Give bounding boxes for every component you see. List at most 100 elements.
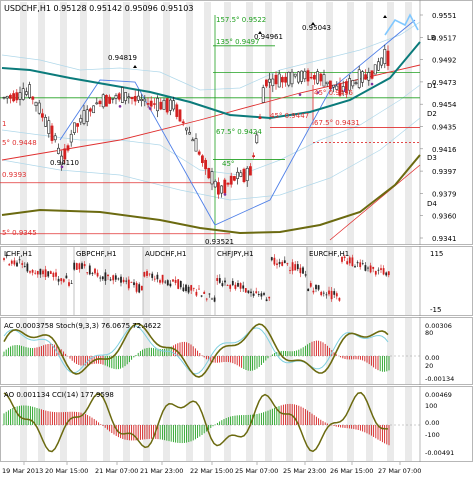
candle-body[interactable] bbox=[367, 72, 371, 81]
candle-body[interactable] bbox=[117, 93, 121, 100]
candle-body[interactable] bbox=[364, 74, 368, 80]
candle-body[interactable] bbox=[274, 74, 278, 85]
candle-body[interactable] bbox=[322, 74, 326, 87]
candle-body[interactable] bbox=[95, 102, 99, 105]
candle-body[interactable] bbox=[162, 99, 166, 110]
candle-body[interactable] bbox=[312, 75, 316, 80]
ao-cci-panel[interactable]: 0.00469 100 0.00 -100 -0.00491 bbox=[2, 391, 454, 457]
candle-body[interactable] bbox=[287, 71, 291, 86]
candle-body[interactable] bbox=[185, 127, 188, 131]
candle-body[interactable] bbox=[204, 159, 208, 170]
candle-body[interactable] bbox=[165, 98, 169, 113]
candle-body[interactable] bbox=[12, 93, 16, 102]
candle-body[interactable] bbox=[210, 171, 214, 185]
candle-body[interactable] bbox=[217, 182, 220, 195]
candle-body[interactable] bbox=[226, 182, 230, 185]
candle-body[interactable] bbox=[264, 79, 268, 87]
candle-body[interactable] bbox=[28, 84, 32, 98]
candle-body[interactable] bbox=[79, 118, 83, 123]
candle-body[interactable] bbox=[255, 134, 259, 144]
candle-body[interactable] bbox=[220, 185, 224, 194]
candle-body[interactable] bbox=[229, 175, 233, 185]
candle-body[interactable] bbox=[121, 87, 124, 103]
candle-body[interactable] bbox=[111, 98, 115, 100]
candle-body[interactable] bbox=[143, 98, 147, 102]
candle-body[interactable] bbox=[271, 78, 275, 87]
candle-body[interactable] bbox=[328, 80, 332, 90]
candle-body[interactable] bbox=[175, 104, 179, 117]
candle-body[interactable] bbox=[37, 102, 41, 114]
candle-body[interactable] bbox=[284, 76, 288, 83]
candle-body[interactable] bbox=[319, 73, 323, 82]
candle-body[interactable] bbox=[197, 151, 201, 155]
candle-body[interactable] bbox=[53, 135, 57, 141]
candle-body[interactable] bbox=[56, 147, 60, 154]
candle-body[interactable] bbox=[277, 73, 281, 88]
candle-body[interactable] bbox=[82, 110, 86, 124]
candle-body[interactable] bbox=[127, 96, 131, 99]
candle-body[interactable] bbox=[137, 95, 140, 101]
candle-body[interactable] bbox=[149, 100, 153, 107]
candle-body[interactable] bbox=[169, 99, 172, 111]
candle-body[interactable] bbox=[63, 148, 67, 160]
candle-body[interactable] bbox=[360, 71, 364, 83]
candle-body[interactable] bbox=[69, 133, 73, 143]
candle-body[interactable] bbox=[242, 168, 246, 182]
candle-body[interactable] bbox=[303, 70, 307, 80]
candle-body[interactable] bbox=[66, 145, 70, 151]
candle-body[interactable] bbox=[354, 82, 358, 84]
candle-body[interactable] bbox=[332, 84, 336, 88]
candle-body[interactable] bbox=[178, 109, 182, 122]
cross-pairs-panel[interactable]: ICHF,H1 GBPCHF,H1 AUDCHF,H1 CHFJPY,H1 EURCHF… bbox=[3, 247, 443, 315]
candle-body[interactable] bbox=[383, 49, 387, 65]
candle-body[interactable] bbox=[24, 91, 28, 95]
candle-body[interactable] bbox=[249, 166, 252, 176]
candle-body[interactable] bbox=[306, 70, 310, 82]
candle-body[interactable] bbox=[92, 105, 96, 114]
candle-body[interactable] bbox=[50, 125, 54, 141]
candle-body[interactable] bbox=[223, 179, 227, 194]
candle-body[interactable] bbox=[146, 103, 150, 105]
candle-body[interactable] bbox=[98, 100, 102, 105]
candle-body[interactable] bbox=[194, 138, 198, 152]
candle-body[interactable] bbox=[252, 155, 256, 157]
candle-body[interactable] bbox=[325, 81, 329, 85]
candle-body[interactable] bbox=[207, 168, 211, 179]
candle-body[interactable] bbox=[191, 139, 195, 142]
candle-body[interactable] bbox=[85, 109, 89, 122]
candle-body[interactable] bbox=[380, 57, 384, 66]
candle-body[interactable] bbox=[60, 155, 64, 165]
candle-body[interactable] bbox=[124, 92, 128, 101]
candle-body[interactable] bbox=[130, 97, 134, 100]
candle-body[interactable] bbox=[44, 117, 48, 127]
candle-body[interactable] bbox=[300, 70, 304, 82]
candle-body[interactable] bbox=[373, 64, 377, 75]
candle-body[interactable] bbox=[261, 87, 265, 103]
candle-body[interactable] bbox=[40, 113, 44, 118]
candle-body[interactable] bbox=[296, 71, 300, 83]
candle-body[interactable] bbox=[376, 61, 380, 71]
candle-body[interactable] bbox=[344, 81, 348, 94]
candle-body[interactable] bbox=[239, 172, 243, 177]
candle-body[interactable] bbox=[233, 176, 236, 181]
candle-body[interactable] bbox=[5, 95, 9, 99]
candle-body[interactable] bbox=[159, 101, 163, 110]
candle-body[interactable] bbox=[268, 78, 272, 83]
candle-body[interactable] bbox=[133, 96, 137, 102]
candle-body[interactable] bbox=[76, 123, 80, 127]
candle-body[interactable] bbox=[338, 83, 342, 96]
candle-body[interactable] bbox=[258, 116, 262, 119]
candle-body[interactable] bbox=[316, 71, 320, 84]
candle-body[interactable] bbox=[153, 103, 156, 105]
main-price-chart[interactable]: 0.94819 0.94961 0.95043 0.94110 0.93521 157.5… bbox=[0, 12, 457, 246]
candle-body[interactable] bbox=[172, 100, 176, 110]
candle-body[interactable] bbox=[47, 120, 51, 134]
candle-body[interactable] bbox=[201, 155, 204, 164]
candle-body[interactable] bbox=[245, 167, 249, 181]
candle-body[interactable] bbox=[140, 99, 144, 101]
candle-body[interactable] bbox=[34, 101, 38, 106]
candle-body[interactable] bbox=[181, 121, 185, 124]
candle-body[interactable] bbox=[89, 108, 92, 112]
candle-body[interactable] bbox=[386, 50, 390, 66]
